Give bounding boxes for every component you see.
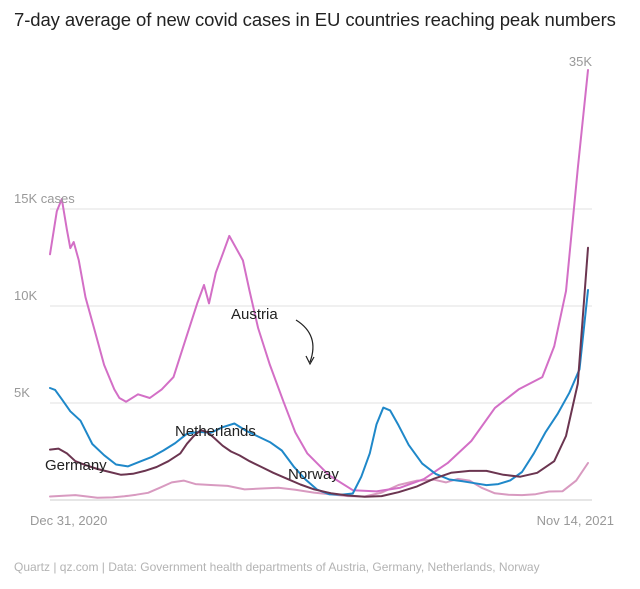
grid-lines: [50, 208, 592, 501]
x-tick-label: Dec 31, 2020: [30, 513, 107, 528]
x-tick-label: Nov 14, 2021: [537, 513, 614, 528]
series-line-norway: [49, 462, 589, 499]
source-note: Quartz | qz.com | Data: Government healt…: [14, 560, 540, 574]
series-label-germany: Germany: [45, 457, 107, 474]
chart-title: 7-day average of new covid cases in EU c…: [14, 9, 616, 30]
annotation-arrowhead: [305, 355, 315, 366]
y-tick-label: 5K: [14, 385, 30, 400]
series-line-austria: [49, 246, 589, 498]
annotation-arrow: [295, 319, 314, 363]
y-max-label: 35K: [569, 54, 592, 69]
series-line-germany: [49, 69, 589, 493]
y-tick-label: 15K cases: [14, 191, 75, 206]
y-tick-label: 10K: [14, 288, 37, 303]
chart-labels: 5K 10K 15K cases 35K Dec 31, 2020 Nov 14, 202…: [14, 54, 614, 528]
series-label-norway: Norway: [288, 466, 339, 483]
series-lines: [49, 69, 589, 499]
series-label-austria: Austria: [231, 306, 278, 323]
series-label-netherlands: Netherlands: [175, 423, 256, 440]
